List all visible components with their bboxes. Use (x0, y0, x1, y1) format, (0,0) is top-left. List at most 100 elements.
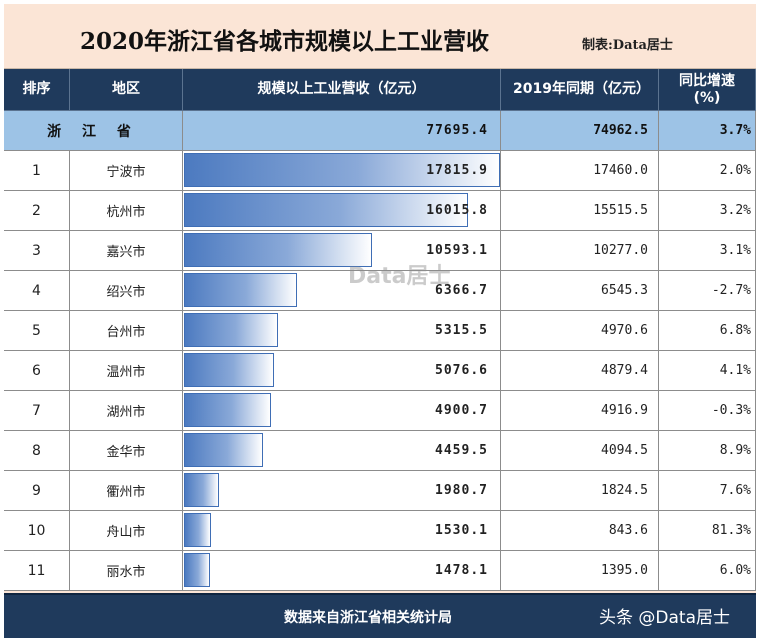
header-yoy: 同比增速(%) (659, 69, 756, 111)
value-cell: 4459.5 (183, 431, 501, 471)
value-label: 17815.9 (426, 163, 488, 178)
footer: 数据来自浙江省相关统计局 头条 @Data居士 (4, 593, 756, 638)
yoy-cell: 81.3% (659, 511, 756, 551)
value-label: 1478.1 (435, 563, 488, 578)
value-cell: 5076.6 (183, 351, 501, 391)
city-cell: 衢州市 (70, 471, 183, 511)
chart-title: 2020年浙江省各城市规模以上工业营收 (80, 28, 490, 55)
value-cell: 1980.7 (183, 471, 501, 511)
header-row: 排序 地区 规模以上工业营收（亿元） 2019年同期（亿元） 同比增速(%) (4, 69, 756, 111)
value-cell: 6366.7 (183, 271, 501, 311)
total-yoy: 3.7% (659, 111, 756, 151)
table-row: 6 温州市 5076.6 4879.4 4.1% (4, 351, 756, 391)
value-label: 16015.8 (426, 203, 488, 218)
bar-11 (184, 553, 210, 587)
footer-brand: 头条 @Data居士 (599, 608, 730, 628)
city-cell: 丽水市 (70, 551, 183, 591)
table-row: 7 湖州市 4900.7 4916.9 -0.3% (4, 391, 756, 431)
yoy-cell: 7.6% (659, 471, 756, 511)
header-city: 地区 (70, 69, 183, 111)
prev-cell: 10277.0 (501, 231, 659, 271)
table-row: 10 舟山市 1530.1 843.6 81.3% (4, 511, 756, 551)
city-cell: 杭州市 (70, 191, 183, 231)
city-cell: 温州市 (70, 351, 183, 391)
table-row: 11 丽水市 1478.1 1395.0 6.0% (4, 551, 756, 591)
total-value: 77695.4 (183, 111, 501, 151)
bar-3 (184, 233, 372, 267)
rank-cell: 5 (4, 311, 70, 351)
header-rank: 排序 (4, 69, 70, 111)
city-cell: 绍兴市 (70, 271, 183, 311)
value-label: 5315.5 (435, 323, 488, 338)
value-cell: 10593.1 (183, 231, 501, 271)
yoy-cell: -2.7% (659, 271, 756, 311)
rank-cell: 11 (4, 551, 70, 591)
bar-10 (184, 513, 211, 547)
table-row: 4 绍兴市 6366.7 6545.3 -2.7% (4, 271, 756, 311)
value-label: 4459.5 (435, 443, 488, 458)
value-cell: 5315.5 (183, 311, 501, 351)
bar-7 (184, 393, 271, 427)
prev-cell: 4916.9 (501, 391, 659, 431)
prev-cell: 17460.0 (501, 151, 659, 191)
rank-cell: 3 (4, 231, 70, 271)
table-row: 5 台州市 5315.5 4970.6 6.8% (4, 311, 756, 351)
bar-8 (184, 433, 263, 467)
header-value: 规模以上工业营收（亿元） (183, 69, 501, 111)
rank-cell: 1 (4, 151, 70, 191)
footer-source: 数据来自浙江省相关统计局 (284, 610, 452, 626)
rank-cell: 9 (4, 471, 70, 511)
table-row: 3 嘉兴市 10593.1 10277.0 3.1% (4, 231, 756, 271)
city-cell: 舟山市 (70, 511, 183, 551)
yoy-cell: 6.8% (659, 311, 756, 351)
header-prev: 2019年同期（亿元） (501, 69, 659, 111)
prev-cell: 843.6 (501, 511, 659, 551)
prev-cell: 15515.5 (501, 191, 659, 231)
bar-1 (184, 153, 500, 187)
rank-cell: 6 (4, 351, 70, 391)
maker-credit: 制表:Data居士 (582, 38, 673, 53)
city-cell: 宁波市 (70, 151, 183, 191)
bar-5 (184, 313, 278, 347)
city-cell: 嘉兴市 (70, 231, 183, 271)
city-cell: 台州市 (70, 311, 183, 351)
prev-cell: 4970.6 (501, 311, 659, 351)
value-label: 1530.1 (435, 523, 488, 538)
rank-cell: 7 (4, 391, 70, 431)
value-cell: 16015.8 (183, 191, 501, 231)
value-label: 5076.6 (435, 363, 488, 378)
value-label: 4900.7 (435, 403, 488, 418)
yoy-cell: 8.9% (659, 431, 756, 471)
yoy-cell: 3.1% (659, 231, 756, 271)
yoy-cell: -0.3% (659, 391, 756, 431)
rank-cell: 8 (4, 431, 70, 471)
bar-4 (184, 273, 297, 307)
rank-cell: 10 (4, 511, 70, 551)
rank-cell: 2 (4, 191, 70, 231)
table-row: 2 杭州市 16015.8 15515.5 3.2% (4, 191, 756, 231)
yoy-cell: 3.2% (659, 191, 756, 231)
total-row: 浙 江 省 77695.4 74962.5 3.7% (4, 111, 756, 151)
total-prev: 74962.5 (501, 111, 659, 151)
city-cell: 湖州市 (70, 391, 183, 431)
table-row: 8 金华市 4459.5 4094.5 8.9% (4, 431, 756, 471)
total-label: 浙 江 省 (4, 111, 183, 151)
value-cell: 17815.9 (183, 151, 501, 191)
value-cell: 1530.1 (183, 511, 501, 551)
yoy-cell: 6.0% (659, 551, 756, 591)
prev-cell: 6545.3 (501, 271, 659, 311)
value-cell: 1478.1 (183, 551, 501, 591)
prev-cell: 1824.5 (501, 471, 659, 511)
bar-9 (184, 473, 219, 507)
value-label: 6366.7 (435, 283, 488, 298)
city-cell: 金华市 (70, 431, 183, 471)
prev-cell: 4094.5 (501, 431, 659, 471)
prev-cell: 1395.0 (501, 551, 659, 591)
watermark: Data居士 (348, 264, 451, 289)
value-label: 1980.7 (435, 483, 488, 498)
value-cell: 4900.7 (183, 391, 501, 431)
bar-2 (184, 193, 468, 227)
table-row: 1 宁波市 17815.9 17460.0 2.0% (4, 151, 756, 191)
prev-cell: 4879.4 (501, 351, 659, 391)
yoy-cell: 2.0% (659, 151, 756, 191)
